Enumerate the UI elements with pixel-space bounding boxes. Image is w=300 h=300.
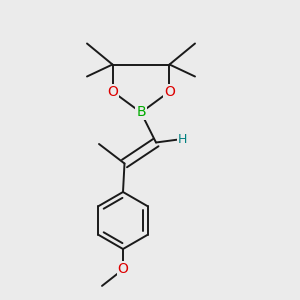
Text: O: O [118,262,128,276]
Text: H: H [177,133,187,146]
Text: B: B [136,106,146,119]
Text: O: O [164,85,175,98]
Text: O: O [107,85,118,98]
